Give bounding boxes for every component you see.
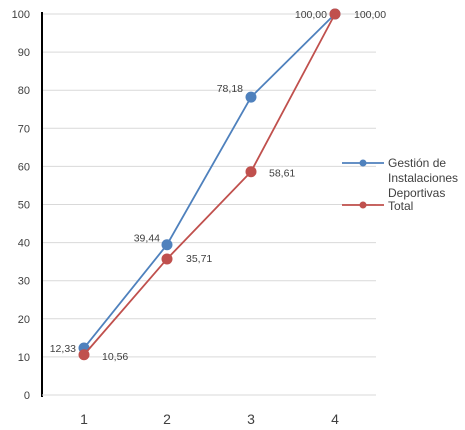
- series-marker: [245, 91, 257, 103]
- data-label: 12,33: [50, 343, 76, 355]
- y-tick-label: 40: [18, 238, 30, 250]
- y-tick-label: 0: [24, 390, 30, 402]
- gridlines: [42, 13, 376, 358]
- series-marker: [161, 239, 173, 251]
- series-marker: [329, 8, 341, 20]
- axes: 0 10 20 30 40 50 60 70 80 90 100 1 2 3 4: [12, 9, 376, 427]
- x-tick-label: 4: [331, 411, 339, 427]
- y-tick-label: 30: [18, 276, 30, 288]
- data-label: 58,61: [269, 168, 295, 180]
- y-tick-label: 10: [18, 352, 30, 364]
- series-marker: [78, 349, 90, 361]
- y-tick-label: 50: [18, 200, 30, 212]
- legend-label: Gestión de: [388, 156, 446, 170]
- series-line: [83, 13, 336, 356]
- legend-marker: [359, 201, 367, 209]
- y-tick-label: 70: [18, 123, 30, 135]
- data-label: 10,56: [102, 351, 128, 363]
- series-marker: [161, 253, 173, 265]
- y-tick-label: 20: [18, 314, 30, 326]
- y-tick-label: 60: [18, 161, 30, 173]
- data-label: 100,00: [295, 9, 327, 21]
- data-labels: 12,33 39,44 78,18 100,00 10,56 35,71 58,61 100,…: [50, 9, 387, 363]
- x-tick-label: 2: [163, 411, 171, 427]
- y-tick-label: 100: [12, 9, 30, 21]
- data-label: 100,00: [354, 9, 386, 21]
- data-label: 39,44: [134, 233, 160, 245]
- legend-label: Instalaciones: [388, 171, 458, 185]
- y-tick-label: 90: [18, 47, 30, 59]
- series-line: [83, 13, 336, 349]
- x-tick-label: 3: [247, 411, 255, 427]
- series-group: [78, 8, 341, 361]
- legend-label: Deportivas: [388, 186, 445, 200]
- y-tick-label: 80: [18, 85, 30, 97]
- x-tick-label: 1: [80, 411, 88, 427]
- legend-label: Total: [388, 199, 413, 213]
- data-label: 35,71: [186, 253, 212, 265]
- data-label: 78,18: [217, 83, 243, 95]
- series-marker: [245, 166, 257, 178]
- legend-marker: [359, 159, 367, 167]
